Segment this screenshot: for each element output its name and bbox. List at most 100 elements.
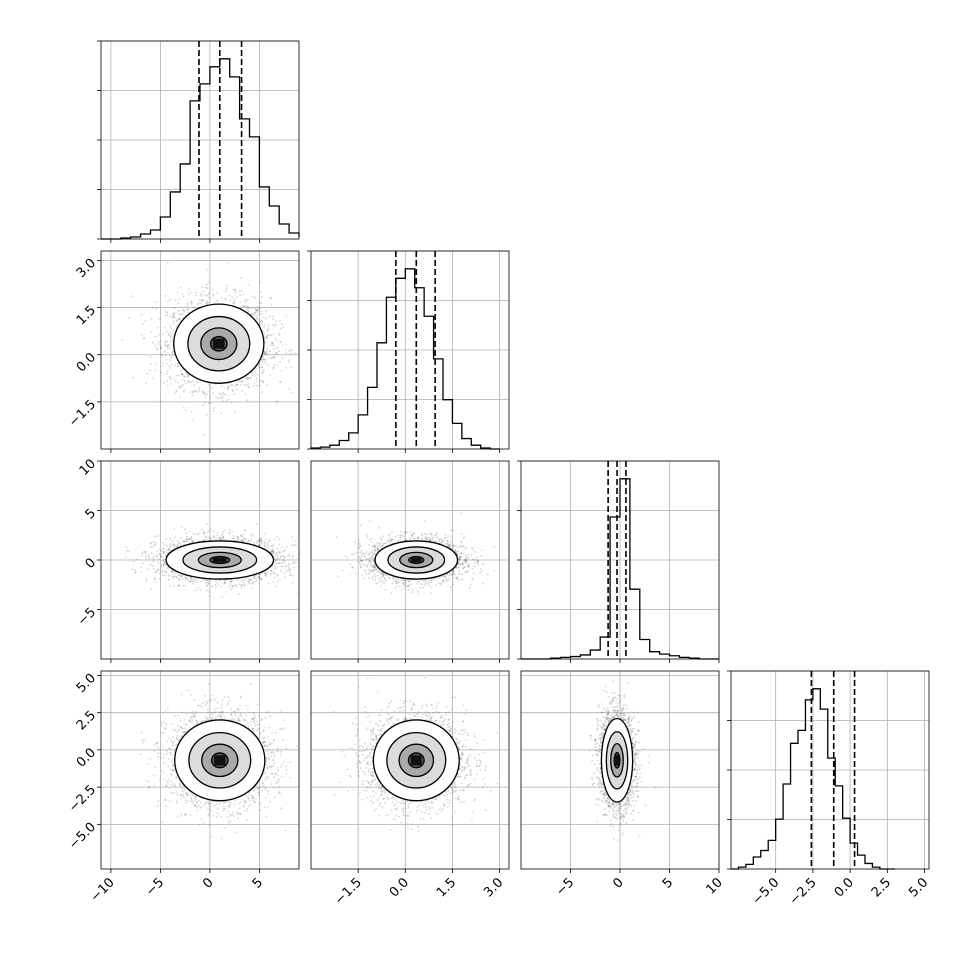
scatter-point [165,545,168,547]
scatter-point [284,348,287,351]
scatter-point [279,380,281,383]
scatter-point [154,535,157,538]
scatter-point [207,292,210,295]
scatter-point [241,579,244,582]
scatter-point [183,309,186,312]
scatter-point [282,326,284,329]
scatter-point [203,391,206,394]
scatter-point [263,316,265,319]
scatter-point [243,540,246,543]
scatter-point [191,380,194,382]
scatter-point [265,574,267,577]
scatter-point [169,298,171,301]
scatter-point [205,300,208,302]
scatter-point [279,327,282,330]
scatter-point [144,580,147,583]
scatter-point [285,546,288,548]
scatter-point [160,549,163,552]
scatter-point [271,357,274,360]
scatter-point [177,302,179,305]
scatter-point [244,393,247,395]
scatter-point [208,582,211,585]
scatter-point [176,540,179,542]
scatter-point [188,530,191,533]
scatter-point [187,288,190,291]
scatter-point [180,526,183,528]
scatter-point [169,585,172,588]
scatter-point [200,302,203,304]
scatter-point [242,581,245,584]
scatter-point [237,593,240,595]
scatter-point [166,346,169,349]
scatter-point [251,582,254,585]
scatter-point [242,293,245,295]
scatter-point [289,568,292,570]
scatter-point [233,300,236,303]
scatter-point [133,560,135,563]
scatter-point [140,333,143,336]
scatter-point [172,312,175,315]
scatter-point [191,540,194,543]
scatter-point [174,299,177,302]
scatter-point [232,302,235,305]
scatter-point [258,281,261,283]
scatter-point [206,523,209,525]
scatter-point [281,551,283,553]
scatter-point [290,352,293,355]
scatter-point [150,563,152,566]
scatter-point [214,583,217,586]
scatter-point [212,410,215,412]
scatter-point [160,339,162,342]
scatter-point [187,293,190,296]
scatter-point [168,347,171,349]
scatter-point [169,376,171,379]
scatter-point [198,389,201,392]
scatter-point [171,316,174,318]
scatter-point [273,576,276,579]
scatter-point [190,381,192,384]
scatter-point [216,532,219,534]
scatter-point [275,552,278,555]
scatter-point [256,309,259,312]
scatter-point [251,374,254,377]
scatter-point [254,372,257,374]
scatter-point [260,301,263,304]
scatter-point [250,312,253,315]
scatter-point [232,535,235,537]
scatter-point [273,543,275,546]
scatter-point [260,538,263,541]
scatter-point [177,365,180,367]
scatter-point [171,571,174,573]
scatter-point [241,535,244,538]
scatter-point [234,288,237,291]
scatter-point [150,356,152,359]
scatter-point [292,574,295,577]
scatter-point [208,536,211,539]
scatter-point [243,584,245,587]
scatter-point [159,345,162,348]
scatter-point [168,575,171,578]
scatter-point [290,544,293,546]
scatter-point [160,565,163,568]
scatter-point [252,534,255,537]
scatter-point [164,309,167,312]
scatter-point [195,581,198,584]
scatter-point [145,553,148,555]
scatter-point [165,538,168,541]
scatter-point [193,580,196,583]
scatter-point [215,300,218,303]
scatter-point [159,578,161,581]
scatter-point [151,306,154,309]
scatter-point [238,583,241,586]
scatter-point [155,363,158,366]
panel-grid [101,251,299,449]
scatter-point [250,537,253,540]
scatter-point [197,391,199,393]
scatter-point [281,546,284,548]
scatter-point [292,555,294,557]
scatter-point [193,306,196,308]
scatter-point [160,365,163,367]
scatter-point [245,298,248,301]
scatter-point [154,344,157,347]
scatter-point [177,310,179,312]
